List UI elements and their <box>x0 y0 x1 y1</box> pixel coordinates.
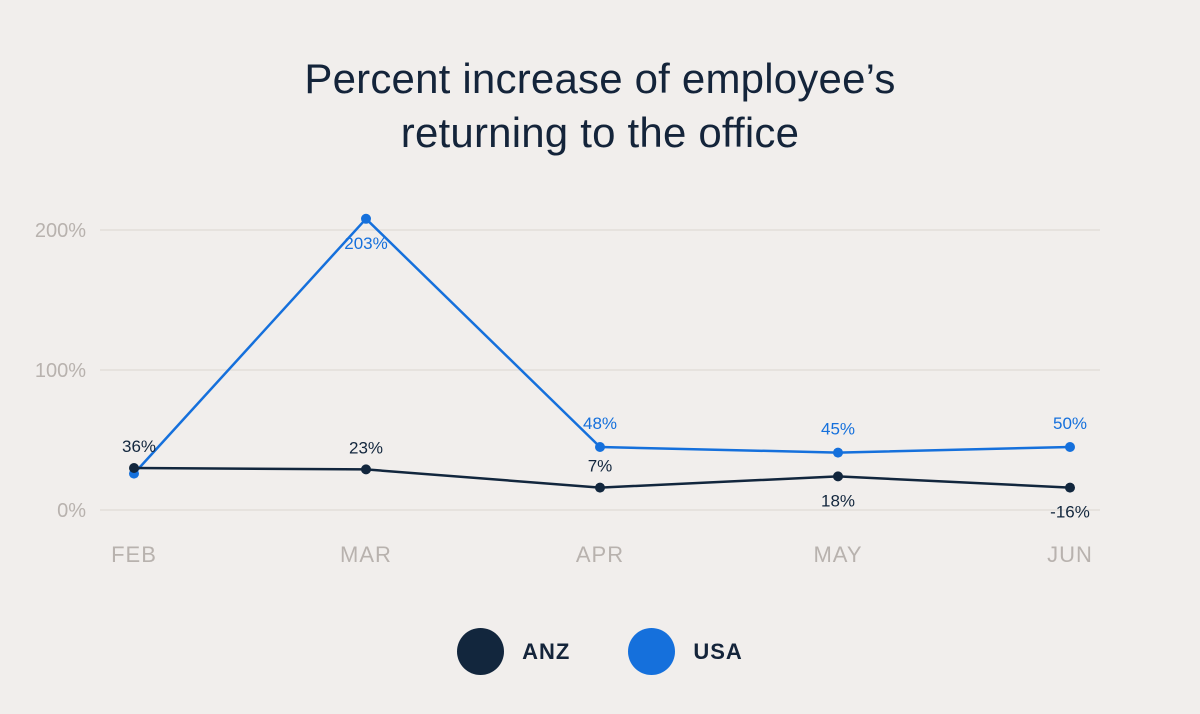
data-label: 23% <box>349 438 383 457</box>
data-label: 18% <box>821 491 855 510</box>
data-label: 48% <box>583 414 617 433</box>
data-label: 36% <box>122 437 156 456</box>
legend-label-anz: ANZ <box>522 638 571 664</box>
gridlines <box>100 229 1100 511</box>
series-group: 203% 48% 45% 50% 36% 23% 7% 18% -16% <box>122 213 1090 522</box>
chart-title-line-1: Percent increase of employee’s <box>304 55 896 102</box>
data-point <box>595 482 605 493</box>
x-tick-label: JUN <box>1047 542 1093 567</box>
data-label: 50% <box>1053 414 1087 433</box>
data-point <box>595 442 605 452</box>
data-point <box>361 213 371 224</box>
series-usa: 203% 48% 45% 50% <box>129 213 1087 479</box>
data-label: 203% <box>344 234 387 253</box>
legend-label-usa: USA <box>693 638 743 664</box>
x-axis-ticks: FEB MAR APR MAY JUN <box>111 542 1093 567</box>
y-axis-ticks: 0% 100% 200% <box>35 220 86 522</box>
x-tick-label: FEB <box>111 542 157 567</box>
data-label: -16% <box>1050 503 1090 522</box>
chart-title-line-2: returning to the office <box>400 109 800 156</box>
legend-swatch-anz <box>457 628 505 675</box>
x-tick-label: MAY <box>813 542 862 567</box>
data-point <box>361 464 371 475</box>
series-anz: 36% 23% 7% 18% -16% <box>122 437 1090 522</box>
y-tick-label: 0% <box>57 500 86 522</box>
legend: ANZ USA <box>0 628 1200 675</box>
legend-item-anz[interactable]: ANZ <box>457 628 570 675</box>
series-line-usa <box>133 217 1071 475</box>
y-tick-label: 200% <box>35 220 86 242</box>
data-label: 7% <box>588 457 613 476</box>
data-point <box>833 447 843 458</box>
y-tick-label: 100% <box>35 360 86 382</box>
data-label: 45% <box>821 420 855 439</box>
data-point <box>1065 482 1075 493</box>
chart-title: Percent increase of employee’s returning… <box>0 52 1200 160</box>
legend-item-usa[interactable]: USA <box>628 628 742 675</box>
legend-swatch-usa <box>628 628 676 675</box>
data-point <box>129 463 139 473</box>
data-point <box>1065 442 1075 452</box>
x-tick-label: APR <box>576 542 624 567</box>
x-tick-label: MAR <box>340 542 392 567</box>
data-point <box>833 471 843 482</box>
